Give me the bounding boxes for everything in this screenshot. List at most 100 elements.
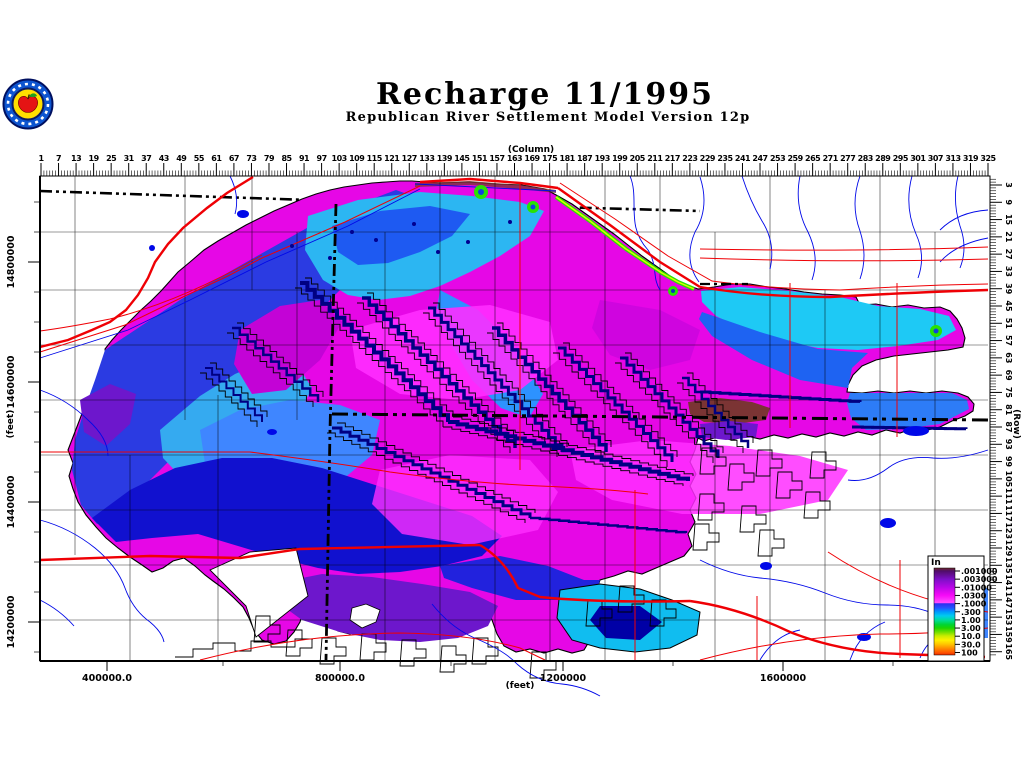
column-tick-label: 97 [317,154,327,163]
column-tick-label: 175 [542,154,558,163]
drainage-streak [232,326,320,402]
column-tick-label: 265 [805,154,821,163]
inactive-cell [775,471,803,499]
inactive-cell [697,493,725,521]
legend-value-label: .003000 [961,575,998,584]
row-tick-label: 153 [1004,609,1013,626]
drainage-outline [305,277,454,417]
legend-value-label: .01000 [961,583,992,592]
inactive-cell [399,639,427,667]
figure-subtitle: Republican River Settlement Model Versio… [346,110,751,125]
column-tick-label: 193 [595,154,610,163]
left-axis-tick-label: 14200000 [6,595,17,648]
column-tick-label: 277 [840,154,855,163]
drainage-streak [492,326,608,452]
bottom-feet-axis: 400000.0 800000.0 1200000 1600000 [82,661,894,684]
legend: In .001000.003000.01000.0300.1000.3001.0… [927,555,998,662]
row-tick-label: 135 [1004,557,1013,574]
column-tick-label: 241 [735,154,751,163]
inactive-cell [585,599,613,627]
bottom-axis-tick-label: 1600000 [760,673,807,684]
column-tick-label: 205 [630,154,646,163]
drainage-outline [337,422,536,513]
column-tick-label: 169 [524,154,540,163]
seal-ring-text [6,82,50,126]
column-tick-label: 211 [647,154,663,163]
column-tick-label: 1 [38,154,44,163]
row-tick-label: 75 [1004,387,1013,399]
state-line-nebraska-kansas [331,412,989,422]
drainage-outline [227,332,314,407]
drainage-outline [615,362,714,463]
inactive-cell-outlines [253,447,837,679]
column-tick-label: 109 [349,154,365,163]
drainage-streak [300,281,450,422]
apple-seal-logo [2,78,54,130]
drainage-streak [700,390,862,403]
inactive-cell [739,505,767,533]
column-tick-label: 253 [770,154,785,163]
drainage-streak [428,306,564,452]
inactive-cell [285,629,313,657]
column-tick-label: 115 [367,154,383,163]
row-tick-label: 3 [1004,182,1013,188]
column-tick-label: 67 [229,154,239,163]
column-tick-label: 307 [928,154,943,163]
column-tick-label: 61 [211,154,222,163]
bottom-axis-label: (feet) [506,681,535,691]
column-tick-label: 313 [945,154,960,163]
drainage-streak [448,420,690,481]
drainage-outline [677,382,744,453]
drainage-streak [620,356,720,458]
drainage-outline [443,426,684,486]
drainage-outline [487,332,602,457]
column-tick-label: 55 [194,154,205,163]
row-tick-label: 105 [1004,471,1013,488]
column-tick-label: 127 [402,154,417,163]
column-tick-label: 289 [875,154,891,163]
inactive-cell [755,449,783,477]
row-axis-label: (Row) [1011,409,1021,439]
inactive-cell [319,637,347,665]
inactive-cell [803,491,831,519]
row-tick-label: 87 [1004,421,1013,432]
column-tick-label: 157 [489,154,504,163]
row-tick-label: 15 [1004,214,1013,226]
legend-tick-labels: .001000.003000.01000.0300.1000.3001.003.… [955,567,998,658]
column-tick-label: 151 [472,154,488,163]
column-tick-label: 13 [71,154,81,163]
drainage-streaks [200,277,968,534]
column-tick-label: 181 [560,154,576,163]
column-tick-label: 139 [437,154,453,163]
left-axis-tick-label: 14600000 [6,355,17,408]
row-tick-label: 159 [1004,626,1013,643]
legend-value-label: 3.00 [961,624,981,633]
column-tick-label: 25 [106,154,117,163]
row-tick-label: 45 [1004,300,1013,312]
inactive-cell [529,651,557,679]
column-tick-label: 295 [893,154,909,163]
row-tick-label: 147 [1004,592,1013,609]
legend-value-label: .300 [961,608,981,617]
row-tick-label: 51 [1004,318,1013,330]
high-recharge-band [474,185,942,337]
row-tick-label: 33 [1004,266,1013,277]
map-content [39,175,990,697]
column-tick-label: 103 [332,154,347,163]
drainage-outline [497,322,612,447]
column-tick-label: 271 [823,154,839,163]
row-tick-label: 21 [1004,231,1013,243]
legend-colorbar [933,567,956,656]
row-tick-label: 93 [1004,439,1013,450]
row-tick-label: 81 [1004,404,1013,416]
legend-value-label: 30.0 [961,640,981,649]
apple-icon [18,96,38,113]
column-tick-label: 145 [454,154,470,163]
drainage-outline [625,352,724,453]
row-tick-label: 57 [1004,335,1013,346]
drainage-streak [530,516,688,534]
inactive-cell [809,451,837,479]
row-tick-label: 39 [1004,283,1013,295]
drainage-streak [362,296,517,448]
